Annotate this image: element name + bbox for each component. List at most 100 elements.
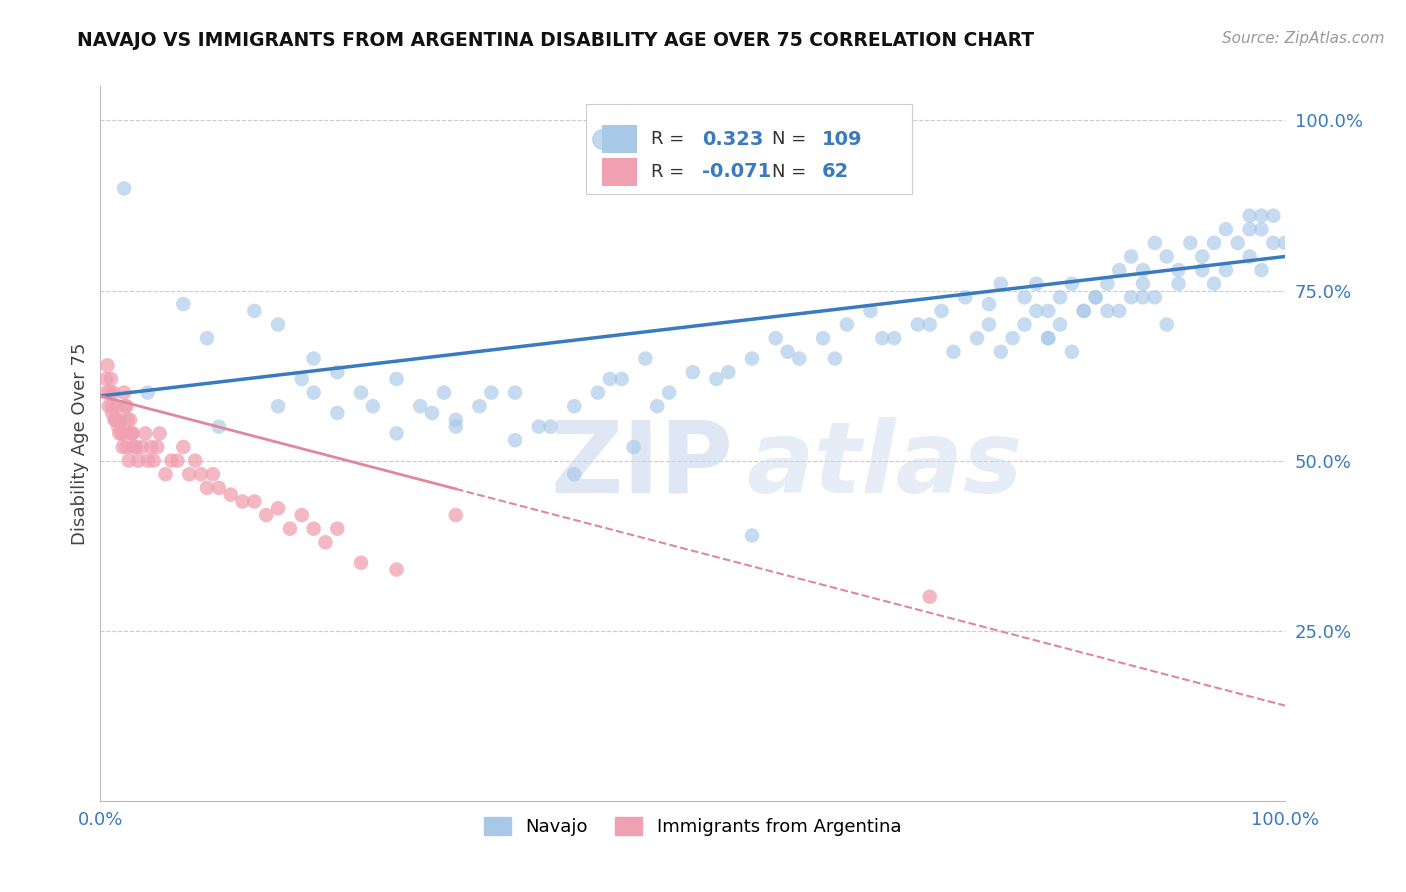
Point bbox=[111, 426, 134, 441]
Point bbox=[717, 365, 740, 379]
Point bbox=[1250, 263, 1272, 277]
Text: atlas: atlas bbox=[747, 417, 1022, 514]
Point bbox=[1239, 222, 1261, 236]
Point bbox=[1239, 209, 1261, 223]
Point bbox=[706, 372, 728, 386]
Point bbox=[314, 535, 336, 549]
Point bbox=[107, 419, 129, 434]
Point bbox=[1250, 209, 1272, 223]
Point bbox=[302, 351, 325, 366]
Point bbox=[112, 181, 135, 195]
Point bbox=[1038, 304, 1060, 318]
Point bbox=[385, 562, 408, 576]
Point bbox=[562, 399, 585, 413]
Point bbox=[835, 318, 858, 332]
Point bbox=[219, 488, 242, 502]
Point bbox=[97, 399, 120, 413]
Point bbox=[433, 385, 456, 400]
Legend: Navajo, Immigrants from Argentina: Navajo, Immigrants from Argentina bbox=[477, 810, 908, 843]
Point bbox=[1143, 235, 1166, 250]
Point bbox=[1097, 277, 1119, 291]
Point bbox=[1156, 250, 1178, 264]
Point bbox=[104, 413, 127, 427]
Point bbox=[444, 413, 467, 427]
Point bbox=[990, 344, 1012, 359]
Point bbox=[96, 359, 118, 373]
Point bbox=[1167, 263, 1189, 277]
Point bbox=[586, 385, 609, 400]
Point bbox=[179, 467, 201, 482]
Point bbox=[977, 297, 1000, 311]
Point bbox=[562, 467, 585, 482]
Point bbox=[302, 522, 325, 536]
Point bbox=[682, 365, 704, 379]
Point bbox=[141, 440, 163, 454]
Point bbox=[361, 399, 384, 413]
Point bbox=[540, 419, 562, 434]
Point bbox=[291, 372, 314, 386]
Point bbox=[1274, 235, 1296, 250]
Point bbox=[118, 413, 141, 427]
Point bbox=[120, 426, 142, 441]
Point bbox=[111, 440, 134, 454]
Point bbox=[907, 318, 929, 332]
Point bbox=[741, 528, 763, 542]
Point bbox=[409, 399, 432, 413]
Point bbox=[645, 399, 668, 413]
Point bbox=[231, 494, 253, 508]
Point bbox=[136, 385, 159, 400]
Point bbox=[201, 467, 224, 482]
Text: ZIP: ZIP bbox=[551, 417, 734, 514]
FancyBboxPatch shape bbox=[586, 104, 912, 194]
Point bbox=[1038, 331, 1060, 345]
Point bbox=[105, 399, 128, 413]
Point bbox=[1073, 304, 1095, 318]
Point bbox=[208, 419, 231, 434]
Point bbox=[1025, 304, 1047, 318]
Point bbox=[96, 385, 118, 400]
Point bbox=[1156, 318, 1178, 332]
Point bbox=[326, 365, 349, 379]
FancyBboxPatch shape bbox=[602, 125, 637, 153]
Point bbox=[503, 385, 526, 400]
Point bbox=[1215, 222, 1237, 236]
Text: 62: 62 bbox=[823, 162, 849, 181]
Point bbox=[1049, 318, 1071, 332]
Point bbox=[98, 385, 121, 400]
Point bbox=[824, 351, 846, 366]
Point bbox=[172, 440, 194, 454]
Point bbox=[1060, 344, 1083, 359]
Point bbox=[634, 351, 657, 366]
Point bbox=[117, 413, 139, 427]
Point bbox=[149, 426, 172, 441]
Point bbox=[1263, 235, 1285, 250]
Point bbox=[112, 426, 135, 441]
Point bbox=[1191, 250, 1213, 264]
Point bbox=[146, 440, 169, 454]
Point bbox=[872, 331, 894, 345]
Point bbox=[291, 508, 314, 522]
Point bbox=[942, 344, 965, 359]
Point bbox=[302, 385, 325, 400]
Point bbox=[1132, 290, 1154, 304]
Point bbox=[1097, 304, 1119, 318]
Point bbox=[326, 522, 349, 536]
Point bbox=[121, 426, 143, 441]
Point bbox=[243, 494, 266, 508]
Point bbox=[103, 385, 125, 400]
Point bbox=[1239, 250, 1261, 264]
Point bbox=[990, 277, 1012, 291]
Text: NAVAJO VS IMMIGRANTS FROM ARGENTINA DISABILITY AGE OVER 75 CORRELATION CHART: NAVAJO VS IMMIGRANTS FROM ARGENTINA DISA… bbox=[77, 31, 1035, 50]
Point bbox=[1226, 235, 1249, 250]
Point bbox=[385, 372, 408, 386]
Point bbox=[1132, 263, 1154, 277]
Point bbox=[122, 440, 145, 454]
Point bbox=[420, 406, 443, 420]
Point bbox=[977, 318, 1000, 332]
Point bbox=[190, 467, 212, 482]
Point bbox=[1132, 277, 1154, 291]
Text: 0.323: 0.323 bbox=[702, 129, 763, 149]
Point bbox=[100, 372, 122, 386]
Point bbox=[278, 522, 301, 536]
Point bbox=[610, 372, 633, 386]
